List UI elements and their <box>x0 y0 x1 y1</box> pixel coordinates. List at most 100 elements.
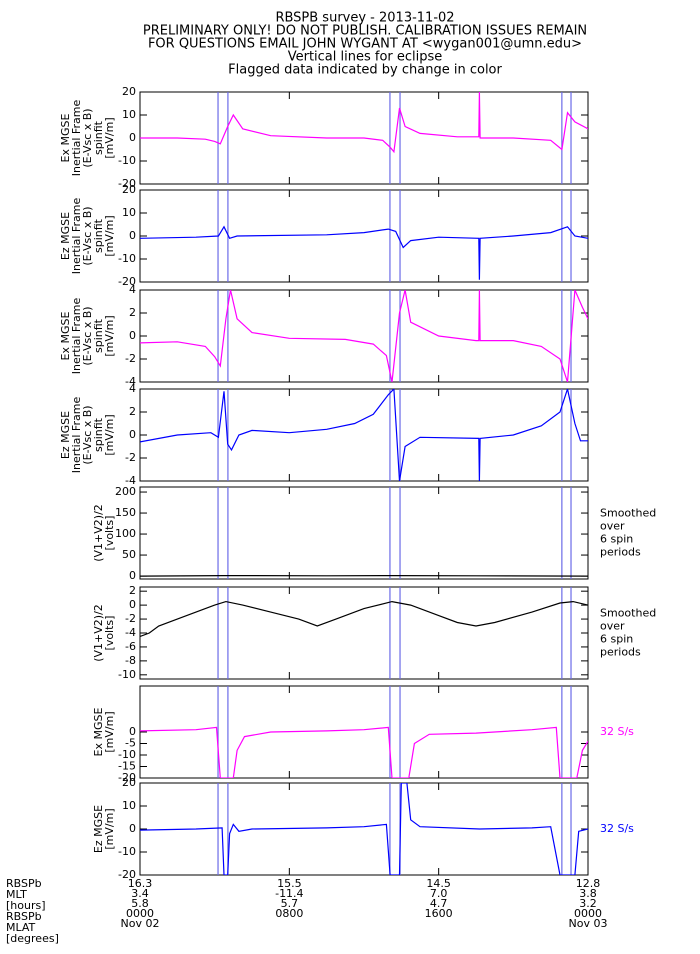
y-tick-label: -15 <box>118 760 136 773</box>
data-line <box>140 783 588 875</box>
y-axis-label: (V1+V2)/2 <box>92 604 105 662</box>
y-tick-label: 20 <box>122 85 136 98</box>
y-tick-label: -10 <box>118 154 136 167</box>
y-axis-label: Inertial Frame <box>70 100 83 177</box>
y-axis-label: (E-Vsc x B) <box>81 405 94 464</box>
tick-table-value: 15.5 <box>277 877 302 890</box>
y-tick-label: -10 <box>118 668 136 681</box>
y-tick-label: -20 <box>118 868 136 881</box>
plot-frame <box>139 685 589 779</box>
data-line <box>140 225 588 280</box>
title-line: RBSPB survey - 2013-11-02 <box>275 11 454 26</box>
data-line <box>140 389 588 481</box>
row-label: RBSPb <box>6 877 42 890</box>
y-axis-label: Ex MGSE <box>59 311 72 360</box>
data-line <box>140 726 588 778</box>
y-tick-label: 10 <box>122 108 136 121</box>
panel-note: over <box>600 620 625 633</box>
y-axis-label: [mV/m] <box>103 414 116 455</box>
y-tick-label: 0 <box>129 428 136 441</box>
y-axis-label: [volts] <box>103 516 116 551</box>
y-axis-label: Ex MGSE <box>59 113 72 162</box>
y-tick-label: -2 <box>125 352 136 365</box>
tick-table-value: 7.0 <box>430 887 448 900</box>
panel-note: 6 spin <box>600 633 633 646</box>
y-axis-label: spinfit <box>92 417 105 452</box>
panel-note: Smoothed <box>600 507 656 520</box>
panel: 0 50 100 150 200 (V1+V2)/2[volts] Smoothedover… <box>92 485 656 582</box>
y-tick-label: 0 <box>129 598 136 611</box>
y-axis-label: Inertial Frame <box>70 298 83 375</box>
tick-table-value: 3.4 <box>131 887 149 900</box>
tick-table-value: Nov 03 <box>569 917 608 930</box>
y-tick-label: -10 <box>118 252 136 265</box>
y-tick-label: -10 <box>118 748 136 761</box>
y-tick-label: 2 <box>129 405 136 418</box>
y-axis-label: Ez MGSE <box>59 212 72 260</box>
panel: -20 -10 0 10 20 Ez MGSE[mV/m] 32 S/s <box>92 776 634 881</box>
y-axis-label: [mV/m] <box>103 117 116 158</box>
y-tick-label: -2 <box>125 612 136 625</box>
tick-table-value: 1600 <box>425 907 453 920</box>
y-tick-label: -5 <box>125 737 136 750</box>
y-axis-label: [mV/m] <box>103 215 116 256</box>
y-tick-label: -10 <box>118 845 136 858</box>
title-line: Vertical lines for eclipse <box>288 50 443 65</box>
y-tick-label: 200 <box>115 485 136 498</box>
tick-table-value: 3.8 <box>579 887 597 900</box>
y-tick-label: -4 <box>125 626 136 639</box>
y-axis-label: spinfit <box>92 218 105 253</box>
panel: -10-8-6-4-202 (V1+V2)/2[volts] Smoothedove… <box>92 584 656 681</box>
tick-table-value: Nov 02 <box>121 917 160 930</box>
y-tick-label: 2 <box>129 306 136 319</box>
tick-table-value: 14.5 <box>426 877 451 890</box>
y-tick-label: 20 <box>122 776 136 789</box>
plot-frame <box>139 486 589 580</box>
y-axis-label: [mV/m] <box>103 711 116 752</box>
y-axis-label: [mV/m] <box>103 808 116 849</box>
y-tick-label: 2 <box>129 584 136 597</box>
title-line: FOR QUESTIONS EMAIL JOHN WYGANT AT <wyga… <box>148 37 582 52</box>
tick-table-value: 12.8 <box>576 877 601 890</box>
y-tick-label: -2 <box>125 451 136 464</box>
tick-table-value: 0000 <box>126 907 154 920</box>
data-line <box>140 92 588 154</box>
y-axis-label: Inertial Frame <box>70 397 83 474</box>
tick-table-value: 0800 <box>275 907 303 920</box>
y-tick-label: 0 <box>129 131 136 144</box>
y-tick-label: 50 <box>122 548 136 561</box>
panel-note: over <box>600 520 625 533</box>
tick-table-value: 0000 <box>574 907 602 920</box>
y-tick-label: -20 <box>118 177 136 190</box>
y-tick-label: 0 <box>129 822 136 835</box>
y-tick-label: -20 <box>118 771 136 784</box>
panel-note: periods <box>600 546 641 559</box>
y-tick-label: 4 <box>129 283 136 296</box>
y-axis-label: (E-Vsc x B) <box>81 206 94 265</box>
y-tick-label: -4 <box>125 375 136 388</box>
title-line: PRELIMINARY ONLY! DO NOT PUBLISH. CALIBR… <box>143 24 587 39</box>
data-line <box>140 600 588 638</box>
y-tick-label: 4 <box>129 382 136 395</box>
panel-note: 32 S/s <box>600 822 634 835</box>
y-tick-label: 20 <box>122 183 136 196</box>
y-axis-label: spinfit <box>92 120 105 155</box>
y-axis-label: Ex MGSE <box>92 707 105 756</box>
y-tick-label: -20 <box>118 275 136 288</box>
y-axis-label: Ez MGSE <box>92 805 105 853</box>
panel: -20-15-10-50 Ex MGSE[mV/m] 32 S/s <box>92 685 634 784</box>
y-tick-label: 150 <box>115 506 136 519</box>
y-tick-label: 100 <box>115 527 136 540</box>
y-axis-label: (E-Vsc x B) <box>81 108 94 167</box>
y-axis-label: Inertial Frame <box>70 198 83 275</box>
row-label: MLT <box>6 888 27 901</box>
panel-note: periods <box>600 646 641 659</box>
y-tick-label: -6 <box>125 640 136 653</box>
panel-note: 6 spin <box>600 533 633 546</box>
y-axis-label: (E-Vsc x B) <box>81 306 94 365</box>
row-label: [degrees] <box>6 932 59 945</box>
